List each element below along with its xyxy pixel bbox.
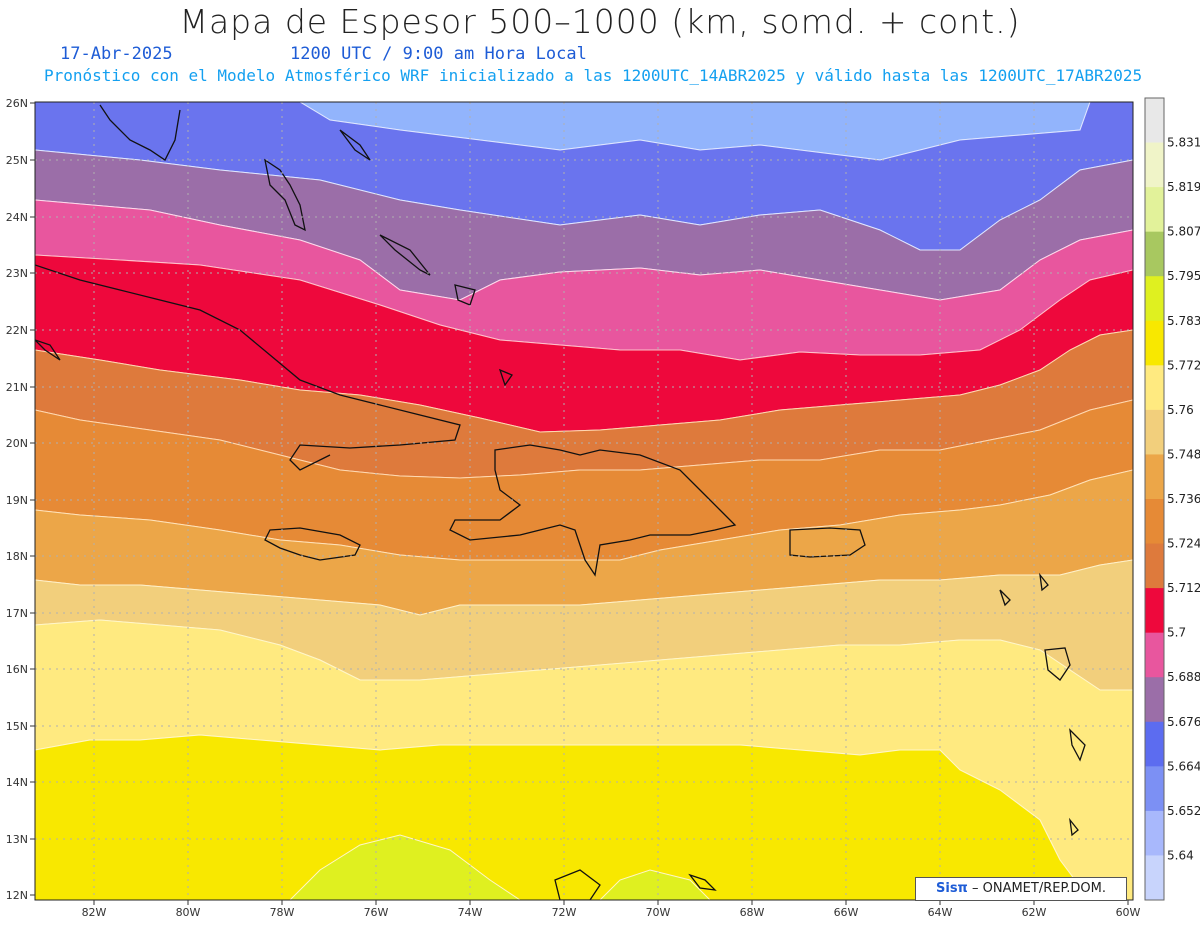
lon-label: 82W [82,906,107,919]
colorbar-level-label: 5.7 [1167,626,1186,640]
colorbar-swatch [1145,454,1164,500]
lat-label: 19N [6,494,28,507]
colorbar-level-label: 5.783 [1167,314,1200,328]
colorbar-swatch [1145,142,1164,188]
lon-label: 70W [646,906,671,919]
colorbar-level-label: 5.688 [1167,670,1200,684]
colorbar-swatch [1145,187,1164,233]
colorbar-swatch [1145,632,1164,678]
lat-label: 22N [6,324,28,337]
colorbar-swatch [1145,588,1164,634]
colorbar-level-label: 5.664 [1167,759,1200,773]
model-description: Pronóstico con el Modelo Atmosférico WRF… [44,66,1143,85]
colorbar-level-label: 5.748 [1167,447,1200,461]
colorbar-swatch [1145,365,1164,411]
colorbar-swatch [1145,543,1164,589]
colorbar-swatch [1145,677,1164,723]
latitude-labels: 26N 25N 24N 23N 22N 21N 20N 19N 18N 17N … [6,97,28,902]
lat-label: 25N [6,154,28,167]
lon-label: 62W [1022,906,1047,919]
credit-text: – ONAMET/REP.DOM. [967,881,1106,896]
lon-label: 66W [834,906,859,919]
map-frame [34,101,1134,901]
colorbar-level-label: 5.807 [1167,225,1200,239]
lat-lon-grid [35,102,1133,900]
colorbar-swatch [1145,409,1164,455]
lon-label: 60W [1116,906,1141,919]
colorbar-level-label: 5.64 [1167,848,1194,862]
lon-label: 78W [270,906,295,919]
coastlines [35,104,1086,900]
map-title: Mapa de Espesor 500–1000 (km, somd. + co… [179,2,1021,41]
colorbar-level-label: 5.652 [1167,804,1200,818]
longitude-labels: 82W 80W 78W 76W 74W 72W 70W 68W 66W 64W … [82,906,1141,919]
colorbar-level-label: 5.736 [1167,492,1200,506]
colorbar-swatch [1145,855,1164,901]
colorbar-swatch [1145,810,1164,856]
colorbar-frame [1144,97,1165,901]
lat-label: 12N [6,889,28,902]
colorbar-level-label: 5.772 [1167,358,1200,372]
sispi-logo: Sisπ [936,881,968,896]
lat-label: 24N [6,211,28,224]
colorbar-level-label: 5.76 [1167,403,1194,417]
lat-label: 21N [6,381,28,394]
lat-label: 18N [6,550,28,563]
lon-label: 72W [552,906,577,919]
colorbar-level-label: 5.676 [1167,715,1200,729]
colorbar-swatch [1145,231,1164,277]
colorbar-swatch [1145,320,1164,366]
colorbar-swatch [1145,721,1164,767]
lat-label: 13N [6,833,28,846]
forecast-date: 17-Abr-2025 [60,44,173,64]
thickness-bands [35,102,1133,900]
colorbar-swatch [1145,766,1164,812]
lat-label: 16N [6,663,28,676]
lon-label: 64W [928,906,953,919]
lat-label: 23N [6,267,28,280]
longitude-ticks [93,900,1129,905]
credit-badge: Sisπ – ONAMET/REP.DOM. [915,877,1127,901]
colorbar-level-label: 5.831 [1167,136,1200,150]
colorbar-level-label: 5.724 [1167,537,1200,551]
forecast-time: 1200 UTC / 9:00 am Hora Local [290,44,587,64]
lat-label: 20N [6,437,28,450]
colorbar-level-label: 5.819 [1167,180,1200,194]
lon-label: 74W [458,906,483,919]
lat-label: 15N [6,720,28,733]
lon-label: 80W [176,906,201,919]
colorbar: 5.831 5.819 5.807 5.795 5.783 5.772 5.76 5.748 5… [1144,97,1200,901]
colorbar-level-label: 5.795 [1167,269,1200,283]
lat-label: 26N [6,97,28,110]
lon-label: 68W [740,906,765,919]
colorbar-swatch [1145,499,1164,545]
latitude-ticks [30,102,35,896]
lon-label: 76W [364,906,389,919]
colorbar-swatch [1145,276,1164,322]
lat-label: 17N [6,607,28,620]
lat-label: 14N [6,776,28,789]
colorbar-level-label: 5.712 [1167,581,1200,595]
colorbar-swatch [1145,98,1164,144]
